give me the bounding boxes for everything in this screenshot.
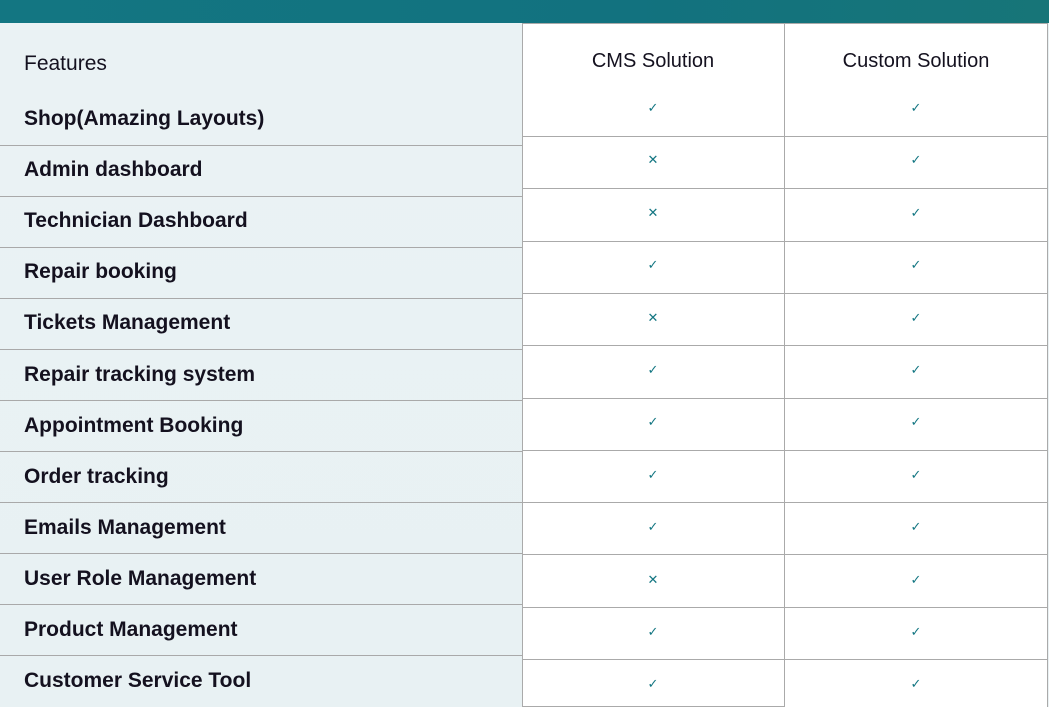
feature-label: Tickets Management — [24, 311, 231, 335]
row-divider — [0, 196, 522, 197]
cross-icon: ✕ — [647, 309, 659, 325]
feature-label: Product Management — [24, 618, 238, 641]
row-divider — [522, 659, 1048, 660]
feature-label: Shop(Amazing Layouts) — [24, 107, 265, 130]
check-icon: ✓ — [647, 624, 659, 639]
check-icon: ✓ — [910, 414, 922, 430]
row-divider — [0, 604, 522, 605]
row-divider — [0, 145, 522, 146]
check-icon: ✓ — [910, 309, 922, 325]
check-icon: ✓ — [910, 257, 922, 273]
feature-label: Repair booking — [24, 260, 177, 284]
feature-label: Appointment Booking — [24, 413, 244, 437]
row-divider — [522, 554, 1048, 556]
feature-label: Technician Dashboard — [24, 209, 248, 233]
row-divider — [522, 136, 1048, 137]
check-icon: ✓ — [647, 100, 659, 115]
row-divider — [522, 606, 1048, 608]
row-divider — [0, 502, 522, 503]
row-divider — [522, 292, 1048, 294]
feature-label: User Role Management — [24, 566, 257, 590]
top-banner — [0, 0, 1049, 23]
row-divider — [522, 449, 1048, 451]
feature-label: Emails Management — [24, 515, 226, 539]
check-icon: ✓ — [910, 362, 922, 377]
check-icon: ✓ — [647, 414, 659, 430]
check-icon: ✓ — [910, 676, 922, 692]
feature-label: Order tracking — [24, 464, 169, 488]
check-icon: ✓ — [910, 204, 922, 220]
features-column — [0, 23, 522, 707]
custom-solution-header: Custom Solution — [842, 50, 990, 72]
check-icon: ✓ — [647, 676, 659, 692]
comparison-table — [522, 23, 1048, 707]
cms-solution-header: CMS Solution — [591, 50, 715, 72]
check-icon: ✓ — [647, 466, 659, 482]
check-icon: ✓ — [910, 152, 922, 168]
row-divider — [0, 400, 522, 401]
feature-label: Customer Service Tool — [24, 669, 252, 693]
row-divider — [522, 397, 1048, 399]
feature-label: Admin dashboard — [24, 158, 203, 182]
feature-label: Repair tracking system — [24, 362, 256, 386]
cross-icon: ✕ — [647, 204, 659, 220]
check-icon: ✓ — [647, 257, 659, 273]
cross-icon: ✕ — [647, 571, 659, 587]
column-divider — [784, 23, 785, 707]
row-divider — [522, 240, 1048, 242]
check-icon: ✓ — [910, 571, 922, 587]
check-icon: ✓ — [647, 519, 659, 535]
row-divider — [522, 188, 1048, 190]
cross-icon: ✕ — [647, 152, 659, 168]
check-icon: ✓ — [910, 466, 922, 482]
features-header: Features — [24, 52, 107, 75]
row-divider — [522, 345, 1048, 347]
row-divider — [0, 553, 522, 554]
check-icon: ✓ — [910, 624, 922, 639]
check-icon: ✓ — [910, 100, 922, 115]
row-divider — [0, 349, 522, 350]
check-icon: ✓ — [647, 362, 659, 377]
row-divider — [522, 502, 1048, 504]
row-divider — [0, 655, 522, 656]
check-icon: ✓ — [910, 519, 922, 535]
row-divider — [0, 247, 522, 248]
row-divider — [0, 298, 522, 299]
row-divider — [0, 451, 522, 452]
